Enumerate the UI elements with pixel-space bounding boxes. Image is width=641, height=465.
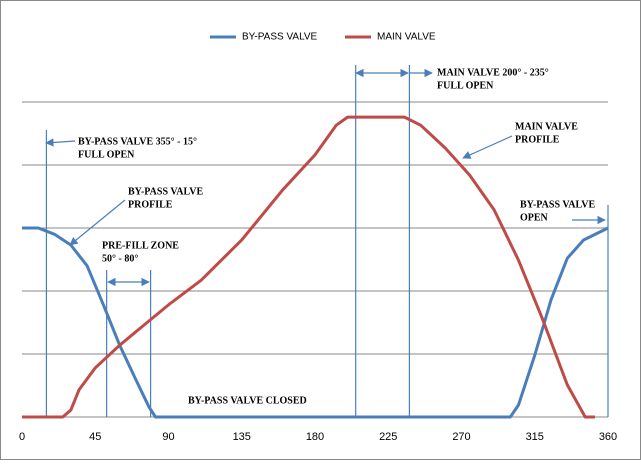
- series-line: [22, 115, 595, 419]
- legend-label: BY-PASS VALVE: [242, 32, 318, 43]
- annotation: MAIN VALVE 200° - 235°: [437, 67, 549, 78]
- annotation-arrows: [45, 68, 606, 287]
- annotation: FULL OPEN: [437, 80, 494, 91]
- annotation: MAIN VALVE: [515, 121, 578, 132]
- annotation: 50° - 80°: [102, 253, 138, 264]
- annotation: PRE-FILL ZONE: [102, 240, 179, 251]
- x-tick-label: 0: [19, 431, 25, 443]
- series-line: [22, 226, 609, 419]
- annotation: BY-PASS VALVE: [520, 199, 595, 210]
- annotation: BY-PASS VALVE CLOSED: [188, 395, 307, 406]
- x-tick-label: 360: [599, 431, 617, 443]
- x-tick-label: 90: [162, 431, 174, 443]
- annotation: OPEN: [520, 212, 549, 223]
- x-tick-label: 135: [233, 431, 251, 443]
- annotation: FULL OPEN: [78, 149, 135, 160]
- annotation: PROFILE: [515, 134, 560, 145]
- x-tick-label: 270: [452, 431, 470, 443]
- annotation: PROFILE: [128, 199, 173, 210]
- annotation: BY-PASS VALVE: [128, 186, 203, 197]
- annotation: BY-PASS VALVE 355° - 15°: [78, 136, 197, 147]
- x-tick-label: 315: [526, 431, 544, 443]
- x-tick-label: 225: [379, 431, 397, 443]
- x-tick-label: 180: [306, 431, 324, 443]
- legend-label: MAIN VALVE: [377, 32, 436, 43]
- x-tick-label: 45: [89, 431, 101, 443]
